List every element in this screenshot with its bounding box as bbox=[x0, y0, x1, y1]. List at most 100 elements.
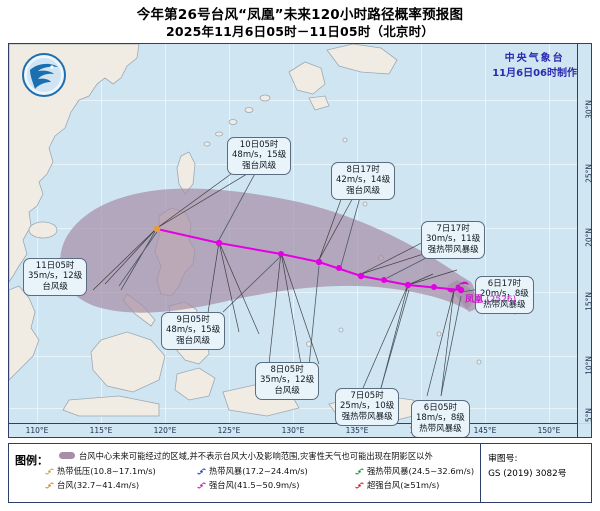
legend-item-typhoon: 台风(32.7~41.4m/s) bbox=[45, 479, 197, 491]
lat-tick-label-20: 20°N bbox=[584, 228, 592, 247]
callout-wind: 35m/s，12级 bbox=[28, 271, 83, 282]
page-title: 今年第26号台风“凤凰”未来120小时路径概率预报图 2025年11月6日05时… bbox=[0, 6, 600, 41]
callout-t-6d17[interactable]: 6日17时 20m/s，8级 热带风暴级 bbox=[475, 276, 534, 315]
lon-tick-label-135: 135°E bbox=[345, 426, 369, 435]
callout-t-10d05[interactable]: 10日05时 48m/s，15级 强台风级 bbox=[227, 137, 292, 176]
longitude-axis: 110°E 115°E 120°E 125°E 130°E 135°E 140°… bbox=[9, 423, 591, 437]
map-inner: 10日05时 48m/s，15级 强台风级 8日17时 42m/s，14级 强台… bbox=[9, 44, 591, 437]
typhoon-symbol-icon bbox=[45, 481, 54, 489]
audit-number-label: 审图号: bbox=[488, 454, 518, 464]
legend-cone-row: 台风中心未来可能经过的区域,并不表示台风大小及影响范围,灾害性天气也可能出现在阴… bbox=[59, 448, 474, 463]
title-sub-line: 2025年11月6日05时－11日05时（北京时） bbox=[165, 24, 435, 40]
callout-wind: 25m/s，10级 bbox=[340, 401, 395, 412]
callout-time: 7日17时 bbox=[436, 224, 470, 234]
marker-8d05 bbox=[357, 272, 365, 280]
marker-6d17 bbox=[431, 284, 437, 290]
gridline-lon-110 bbox=[37, 44, 38, 437]
legend-panel: 图例： 台风中心未来可能经过的区域,并不表示台风大小及影响范围,灾害性天气也可能… bbox=[8, 443, 592, 503]
gridline-lat-25 bbox=[9, 164, 591, 165]
marker-8d17 bbox=[336, 265, 342, 271]
callout-category: 台风级 bbox=[42, 281, 68, 292]
lat-tick-label-15: 15°N bbox=[584, 292, 592, 311]
legend-left-section: 图例： 台风中心未来可能经过的区域,并不表示台风大小及影响范围,灾害性天气也可能… bbox=[9, 444, 480, 502]
callout-t-11d05[interactable]: 11日05时 35m/s，12级 台风级 bbox=[23, 258, 88, 297]
callout-t-6d05[interactable]: 6日05时 18m/s，8级 热带风暴级 bbox=[411, 400, 470, 437]
legend-item-label: 强热带风暴(24.5~32.6m/s) bbox=[367, 466, 475, 476]
gridline-lon-145 bbox=[485, 44, 486, 437]
lat-tick-label-30: 30°N bbox=[584, 100, 592, 119]
legend-item-label: 台风(32.7~41.4m/s) bbox=[57, 480, 140, 490]
callout-t-9d05[interactable]: 9日05时 48m/s，15级 强台风级 bbox=[161, 312, 226, 351]
latitude-axis-right: 30°N 25°N 20°N 15°N 10°N 5°N bbox=[577, 44, 591, 437]
land-shikoku bbox=[308, 95, 330, 111]
storm-name-label: 凤凰 (2526) bbox=[465, 292, 516, 305]
forecast-cone-and-track-layer bbox=[60, 151, 483, 397]
callout-category: 强台风级 bbox=[176, 335, 211, 346]
lon-tick-label-125: 125°E bbox=[217, 426, 241, 435]
typhoon-symbol-icon bbox=[45, 467, 54, 475]
callout-time: 6日05时 bbox=[423, 403, 458, 413]
land-borneo bbox=[90, 331, 166, 393]
marker-7d17 bbox=[381, 277, 387, 283]
callout-category: 强热带风暴级 bbox=[341, 411, 393, 422]
cma-dragon-logo-icon bbox=[21, 52, 67, 98]
callout-category: 热带风暴级 bbox=[419, 423, 462, 434]
land-honshu bbox=[326, 44, 398, 75]
gridline-lon-150 bbox=[549, 44, 550, 437]
callout-time: 7日05时 bbox=[350, 391, 384, 401]
legend-title: 图例： bbox=[15, 454, 48, 467]
land-ryukyu-4 bbox=[215, 131, 223, 137]
marker-9d17 bbox=[278, 251, 284, 257]
callout-time: 8日17时 bbox=[346, 165, 380, 175]
agency-stamp: 中央气象台 11月6日06时制作 bbox=[492, 52, 577, 81]
callout-time: 11日05时 bbox=[35, 261, 75, 271]
callout-category: 强台风级 bbox=[346, 185, 381, 196]
legend-item-severe-typhoon: 强台风(41.5~50.9m/s) bbox=[197, 479, 355, 491]
land-hainan bbox=[28, 221, 58, 239]
callout-wind: 48m/s，15级 bbox=[166, 325, 221, 336]
callout-t-8d17[interactable]: 8日17时 42m/s，14级 强台风级 bbox=[331, 162, 396, 201]
callout-t-8d05[interactable]: 8日05时 35m/s，12级 台风级 bbox=[255, 362, 320, 401]
storm-name-text: 凤凰 bbox=[465, 295, 484, 305]
callout-wind: 35m/s，12级 bbox=[260, 375, 315, 386]
callout-t-7d17[interactable]: 7日17时 30m/s，11级 强热带风暴级 bbox=[421, 221, 486, 260]
lat-tick-label-25: 25°N bbox=[584, 164, 592, 183]
map-canvas[interactable]: 10日05时 48m/s，15级 强台风级 8日17时 42m/s，14级 强台… bbox=[8, 43, 592, 438]
lon-tick-label-110: 110°E bbox=[25, 426, 49, 435]
legend-item-label: 超强台风(≥51m/s) bbox=[367, 480, 440, 490]
legend-item-tropical-storm: 热带风暴(17.2~24.4m/s) bbox=[197, 465, 355, 477]
callout-category: 热带风暴级 bbox=[483, 299, 526, 310]
marker-9d05 bbox=[315, 258, 323, 266]
callout-wind: 18m/s，8级 bbox=[416, 413, 465, 424]
audit-number-value: GS (2019) 3082号 bbox=[488, 468, 567, 479]
agency-name: 中央气象台 bbox=[504, 53, 565, 64]
typhoon-symbol-icon bbox=[355, 481, 364, 489]
legend-item-super-typhoon: 超强台风(≥51m/s) bbox=[355, 479, 474, 491]
marker-10d05 bbox=[215, 239, 223, 247]
callout-time: 10日05时 bbox=[239, 140, 279, 150]
legend-symbol-grid: 热带低压(10.8~17.1m/s) 热带风暴(17.2~24.4m/s) bbox=[45, 465, 474, 491]
typhoon-symbol-icon bbox=[355, 467, 364, 475]
land-sulawesi bbox=[174, 367, 216, 401]
lon-tick-label-130: 130°E bbox=[281, 426, 305, 435]
callout-wind: 42m/s，14级 bbox=[336, 175, 391, 186]
land-islet-6 bbox=[476, 359, 482, 365]
marker-11d05 bbox=[153, 225, 161, 233]
marker-7d05 bbox=[404, 281, 412, 289]
land-yap bbox=[338, 327, 344, 333]
callout-category: 台风级 bbox=[274, 385, 300, 396]
land-ryukyu-5 bbox=[203, 141, 211, 147]
lon-tick-label-120: 120°E bbox=[153, 426, 177, 435]
gridline-lat-5 bbox=[9, 408, 591, 409]
callout-t-7d05[interactable]: 7日05时 25m/s，10级 强热带风暴级 bbox=[335, 388, 400, 427]
lon-tick-label-115: 115°E bbox=[89, 426, 113, 435]
callout-time: 8日05时 bbox=[270, 365, 304, 375]
land-islet-5 bbox=[436, 331, 442, 337]
land-ryukyu-3 bbox=[228, 119, 238, 125]
callout-category: 强热带风暴级 bbox=[427, 244, 479, 255]
title-main-line: 今年第26号台风“凤凰”未来120小时路径概率预报图 bbox=[136, 7, 464, 23]
land-ryukyu-2 bbox=[244, 107, 254, 113]
lat-tick-label-5: 5°N bbox=[584, 408, 592, 423]
land-mainland-china bbox=[9, 44, 140, 283]
